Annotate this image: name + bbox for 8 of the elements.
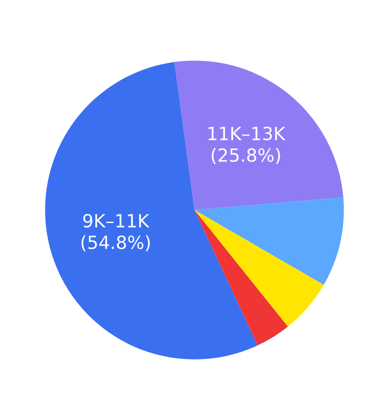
data-label: (54.8%) xyxy=(82,235,150,252)
slice-label: 9K–11K xyxy=(83,214,150,228)
data-label: (25.8%) xyxy=(212,148,280,164)
pie-slice xyxy=(174,60,344,210)
pie-slice xyxy=(194,210,288,346)
slice-label: 11K–13K xyxy=(208,126,286,140)
pie-slice xyxy=(194,210,324,327)
pie-slice xyxy=(194,197,344,285)
